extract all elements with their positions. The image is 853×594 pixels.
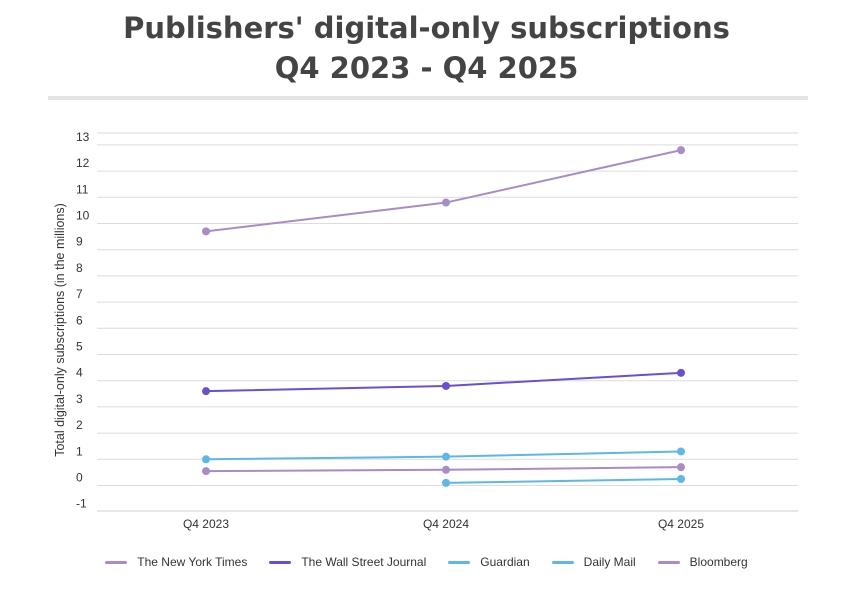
series-line <box>445 477 682 484</box>
y-tick-label: 9 <box>76 235 83 249</box>
legend-item: The Wall Street Journal <box>269 555 426 569</box>
y-tick-label: 12 <box>76 156 90 170</box>
legend: The New York Times The Wall Street Journa… <box>0 555 853 569</box>
legend-label: Daily Mail <box>583 555 636 569</box>
title-divider <box>48 96 808 100</box>
y-tick-label: 4 <box>76 366 83 380</box>
x-tick-label: Q4 2023 <box>183 517 229 531</box>
data-point <box>442 381 450 390</box>
legend-item: The New York Times <box>105 555 247 569</box>
y-tick-label: -1 <box>76 497 87 511</box>
y-tick-label: 0 <box>76 471 83 485</box>
chart-subtitle: Q4 2023 - Q4 2025 <box>274 51 579 85</box>
legend-label: Bloomberg <box>689 555 748 569</box>
data-point <box>677 474 685 483</box>
series-guardian <box>202 447 685 464</box>
data-point <box>442 198 450 207</box>
data-point <box>442 465 450 474</box>
data-point <box>677 447 685 456</box>
y-tick-label: 11 <box>76 182 89 196</box>
legend-swatch <box>105 560 128 564</box>
data-point <box>677 463 685 472</box>
y-tick-label: 1 <box>76 444 83 458</box>
y-tick-label: 3 <box>76 392 83 406</box>
series-line <box>205 149 682 233</box>
data-point <box>202 455 210 464</box>
data-point <box>202 467 210 476</box>
x-tick-label: Q4 2024 <box>423 517 469 531</box>
legend-swatch <box>551 560 574 564</box>
legend-item: Bloomberg <box>657 555 748 569</box>
y-tick-label: 13 <box>76 130 90 144</box>
chart-title-line: Publishers' digital-only subscriptions <box>123 11 730 45</box>
y-tick-label: 7 <box>76 287 83 301</box>
series-lines <box>202 146 685 487</box>
legend-swatch <box>269 560 292 564</box>
data-point <box>202 387 210 396</box>
legend-swatch <box>657 560 680 564</box>
x-axis-ticks: Q4 2023 Q4 2024 Q4 2025 <box>183 517 704 531</box>
data-point <box>677 368 685 377</box>
gridlines <box>97 132 798 512</box>
legend-item: Daily Mail <box>551 555 636 569</box>
data-point <box>677 146 685 155</box>
legend-item: Guardian <box>448 555 530 569</box>
data-point <box>442 478 450 487</box>
y-tick-label: 8 <box>76 261 83 275</box>
series-the-new-york-times <box>202 146 685 236</box>
y-tick-label: 2 <box>76 418 83 432</box>
legend-label: Guardian <box>480 555 530 569</box>
series-daily-mail <box>442 474 685 487</box>
chart-title: Publishers' digital-only subscriptions Q… <box>0 8 853 88</box>
data-point <box>442 452 450 461</box>
data-point <box>202 227 210 236</box>
y-axis-label: Total digital-only subscriptions (in the… <box>53 203 67 457</box>
y-tick-label: 10 <box>76 209 90 223</box>
series-bloomberg <box>202 463 685 476</box>
legend-label: The Wall Street Journal <box>301 555 427 569</box>
x-tick-label: Q4 2025 <box>658 517 704 531</box>
y-tick-label: 6 <box>76 313 83 327</box>
y-tick-label: 5 <box>76 340 83 354</box>
series-the-wall-street-journal <box>202 368 685 396</box>
legend-label: The New York Times <box>137 555 248 569</box>
legend-swatch <box>448 560 471 564</box>
